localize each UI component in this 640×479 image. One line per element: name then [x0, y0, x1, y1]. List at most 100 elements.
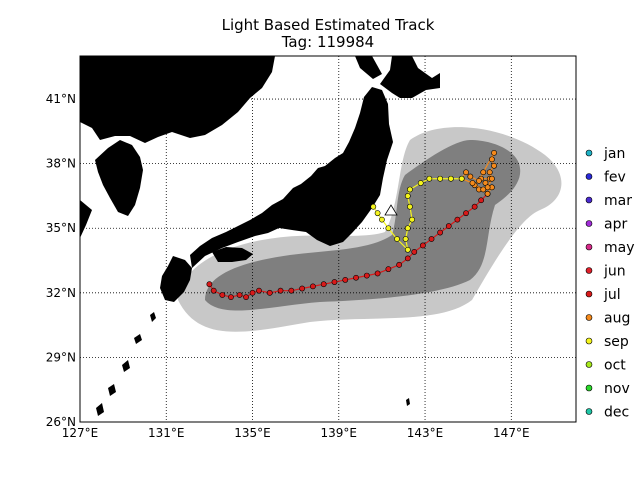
- legend-marker-jun: [585, 267, 593, 274]
- x-axis-ticks: 127°E 131°E 135°E 139°E 143°E 147°E: [62, 426, 530, 440]
- legend: jan fev mar apr may jun jul aug sep oct nov dec: [585, 146, 635, 421]
- track-point-sep: [379, 216, 385, 223]
- track-point-jul: [404, 255, 411, 262]
- japan-shikoku: [212, 247, 253, 262]
- track-point-aug: [488, 156, 495, 163]
- track-point-sep: [404, 193, 411, 199]
- legend-marker-may: [585, 243, 593, 251]
- y-tick-label: 41°N: [46, 92, 76, 106]
- track-point-jul: [363, 272, 370, 279]
- track-point-aug: [469, 180, 476, 186]
- legend-marker-dec: [585, 408, 593, 415]
- track-point-aug: [467, 173, 474, 180]
- legend-label-oct: oct: [604, 358, 626, 374]
- y-tick-label: 35°N: [46, 221, 76, 235]
- x-tick-label: 131°E: [148, 426, 185, 440]
- track-point-sep: [394, 236, 400, 242]
- track-point-jul: [419, 242, 426, 249]
- legend-marker-sep: [585, 337, 593, 345]
- legend-label-mar: mar: [604, 193, 632, 209]
- chart-title: Light Based Estimated Track: [221, 16, 435, 34]
- track-point-sep: [402, 236, 409, 242]
- track-point-jul: [236, 292, 243, 298]
- confidence-regions: [178, 127, 562, 332]
- track-point-sep: [404, 225, 411, 232]
- track-point-jul: [320, 281, 327, 288]
- track-point-jul: [353, 274, 359, 281]
- track: [206, 149, 497, 301]
- mainland-asia: [80, 56, 275, 143]
- track-point-jul: [342, 277, 349, 283]
- track-point-jul: [210, 287, 217, 294]
- legend-label-dec: dec: [604, 405, 629, 421]
- legend-label-nov: nov: [604, 381, 630, 397]
- track-point-sep: [385, 225, 392, 232]
- track-point-sep: [458, 175, 465, 182]
- land: [80, 56, 440, 422]
- track-point-sep: [407, 186, 413, 193]
- track-point-aug: [491, 162, 497, 169]
- legend-label-aug: aug: [604, 311, 630, 327]
- track-point-jul: [266, 289, 273, 296]
- sakhalin: [355, 56, 382, 79]
- start-marker: [384, 204, 398, 216]
- track-point-jul: [288, 287, 295, 294]
- legend-marker-aug: [585, 314, 593, 321]
- china-coast: [80, 200, 92, 238]
- track-point-jul: [396, 261, 403, 268]
- track-point-jul: [243, 294, 249, 301]
- track-point-sep: [417, 180, 424, 186]
- x-tick-label: 139°E: [321, 426, 358, 440]
- track-point-jul: [331, 279, 338, 285]
- inner-confidence-region: [205, 140, 521, 311]
- legend-label-jun: jun: [603, 264, 626, 280]
- x-tick-label: 135°E: [234, 426, 271, 440]
- track-point-jul: [219, 292, 226, 298]
- track-point-aug: [476, 177, 482, 184]
- x-tick-label: 147°E: [493, 426, 530, 440]
- track-point-sep: [437, 175, 444, 182]
- y-tick-label: 29°N: [46, 350, 76, 364]
- track-point-jul: [445, 223, 452, 229]
- legend-marker-jan: [585, 149, 593, 157]
- legend-label-jul: jul: [603, 287, 621, 303]
- track-point-aug: [491, 149, 497, 156]
- legend-label-may: may: [604, 240, 635, 256]
- y-axis-ticks: 26°N 29°N 32°N 35°N 38°N 41°N: [46, 92, 76, 429]
- track-point-sep: [409, 216, 416, 223]
- track-point-aug: [463, 169, 469, 176]
- track-point-jul: [374, 270, 381, 277]
- y-tick-label: 26°N: [46, 415, 76, 429]
- legend-label-apr: apr: [604, 217, 627, 233]
- track-point-sep: [404, 246, 411, 253]
- legend-marker-oct: [585, 361, 593, 368]
- legend-label-jan: jan: [603, 146, 625, 162]
- track-point-sep: [448, 175, 454, 182]
- track-point-jul: [310, 283, 316, 290]
- track-point-sep: [426, 175, 433, 182]
- track-point-sep: [374, 210, 381, 217]
- track-point-aug: [484, 190, 491, 197]
- japan-kyushu: [160, 256, 192, 302]
- izu-islands: [406, 398, 410, 422]
- track-point-jul: [299, 285, 306, 292]
- y-tick-label: 38°N: [46, 157, 76, 171]
- track-point-jul: [478, 197, 485, 204]
- track-point-aug: [488, 175, 495, 182]
- track-point-jul: [428, 236, 435, 242]
- legend-marker-jul: [585, 290, 593, 298]
- track-point-jul: [454, 216, 461, 223]
- track-point-sep: [370, 203, 377, 210]
- legend-marker-fev: [585, 173, 593, 180]
- track-point-jul: [411, 249, 418, 255]
- track-point-jul: [471, 203, 478, 210]
- japan-honshu: [190, 87, 393, 268]
- x-tick-label: 127°E: [62, 426, 99, 440]
- legend-marker-apr: [585, 220, 593, 227]
- track-point-aug: [480, 169, 487, 176]
- legend-marker-nov: [585, 384, 593, 392]
- legend-label-fev: fev: [604, 170, 626, 186]
- legend-label-sep: sep: [604, 334, 629, 350]
- ryukyu-islands: [96, 312, 156, 416]
